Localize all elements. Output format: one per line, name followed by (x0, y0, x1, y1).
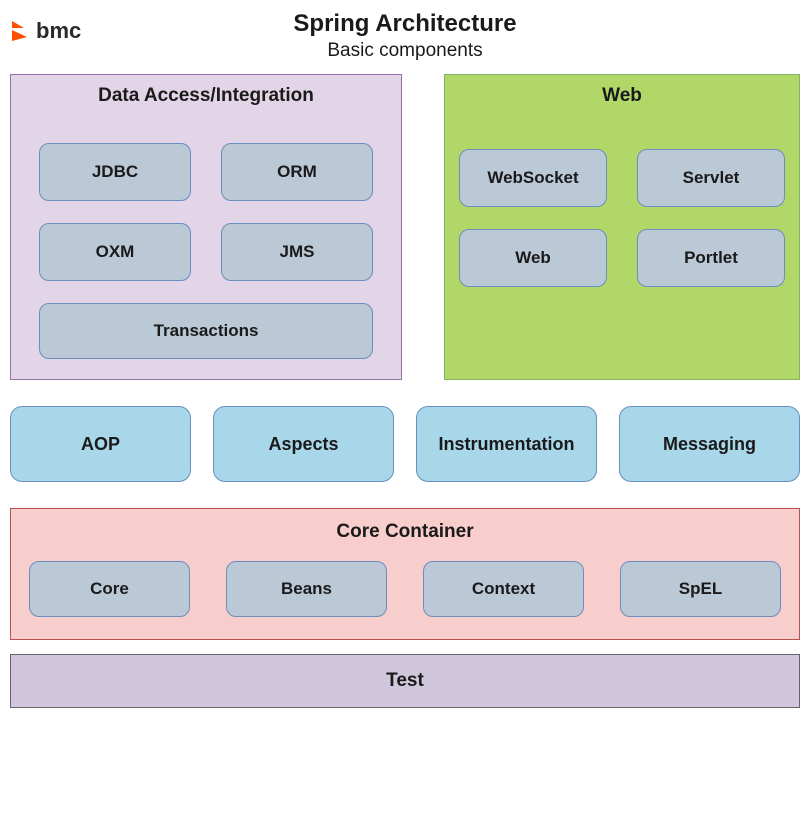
bmc-logo-text: bmc (36, 18, 81, 44)
web-row-1: Web Portlet (459, 229, 785, 287)
module-instrumentation: Instrumentation (416, 406, 597, 482)
module-transactions: Transactions (39, 303, 373, 359)
module-core: Core (29, 561, 190, 617)
core-container-group: Core Container Core Beans Context SpEL (10, 508, 800, 640)
page-subtitle: Basic components (10, 40, 800, 62)
module-servlet: Servlet (637, 149, 785, 207)
test-box: Test (10, 654, 800, 708)
module-oxm: OXM (39, 223, 191, 281)
data-access-grid: JDBC ORM OXM JMS Transactions (25, 143, 387, 359)
data-access-title: Data Access/Integration (25, 85, 387, 107)
module-jms: JMS (221, 223, 373, 281)
bmc-logo: bmc (10, 18, 81, 44)
module-beans: Beans (226, 561, 387, 617)
module-orm: ORM (221, 143, 373, 201)
module-context: Context (423, 561, 584, 617)
module-aspects: Aspects (213, 406, 394, 482)
web-title: Web (459, 85, 785, 107)
module-jdbc: JDBC (39, 143, 191, 201)
mid-row: AOP Aspects Instrumentation Messaging (10, 406, 800, 482)
web-row-0: WebSocket Servlet (459, 149, 785, 207)
web-grid: WebSocket Servlet Web Portlet (459, 149, 785, 287)
module-portlet: Portlet (637, 229, 785, 287)
web-group: Web WebSocket Servlet Web Portlet (444, 74, 800, 380)
module-web: Web (459, 229, 607, 287)
module-websocket: WebSocket (459, 149, 607, 207)
core-container-title: Core Container (29, 521, 781, 543)
module-aop: AOP (10, 406, 191, 482)
data-access-row-0: JDBC ORM (25, 143, 387, 201)
data-access-group: Data Access/Integration JDBC ORM OXM JMS… (10, 74, 402, 380)
data-access-row-1: OXM JMS (25, 223, 387, 281)
header: bmc Spring Architecture Basic components (10, 10, 800, 62)
module-spel: SpEL (620, 561, 781, 617)
data-access-row-2: Transactions (25, 303, 387, 359)
bmc-logo-icon (10, 19, 32, 43)
module-messaging: Messaging (619, 406, 800, 482)
page-title: Spring Architecture (10, 10, 800, 38)
core-row: Core Beans Context SpEL (29, 561, 781, 617)
top-row: Data Access/Integration JDBC ORM OXM JMS… (10, 74, 800, 380)
